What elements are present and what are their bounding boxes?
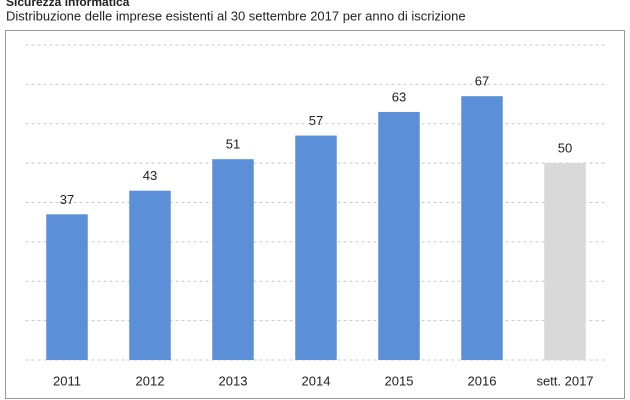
value-label: 50 [558,141,572,156]
chart-frame [5,30,625,399]
bar [212,159,254,360]
bar [544,163,586,360]
x-tick-label: 2011 [53,373,81,388]
x-tick-label: 2014 [302,373,331,388]
bar [129,190,171,360]
x-tick-label: 2013 [219,373,248,388]
bar [295,135,337,360]
bar [461,96,503,360]
x-tick-label: 2016 [468,373,497,388]
x-tick-label: 2015 [385,373,414,388]
value-label: 57 [309,113,323,128]
bar [46,214,88,360]
value-label: 67 [475,74,489,89]
chart-subtitle: Distribuzione delle imprese esistenti al… [6,8,466,23]
value-label: 63 [392,89,406,104]
x-tick-label: sett. 2017 [536,373,593,388]
value-label: 43 [143,168,157,183]
value-label: 51 [226,137,240,152]
chart-title: Sicurezza informatica [6,0,130,9]
bar [378,111,420,360]
value-label: 37 [60,192,74,207]
x-tick-label: 2012 [136,373,165,388]
